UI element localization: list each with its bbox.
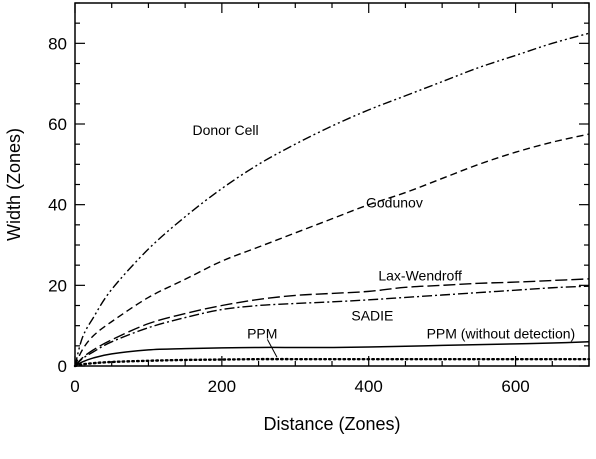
series-annotation: Godunov [366,195,423,211]
series-annotation: Lax-Wendroff [378,267,462,283]
y-tick-label: 40 [48,196,67,215]
y-tick-label: 80 [48,34,67,53]
series-line-ppm [74,341,590,367]
y-tick-label: 20 [48,276,67,295]
series-annotation: PPM (without detection) [427,326,576,342]
series-group [73,32,591,368]
series-annotation: Donor Cell [192,122,258,138]
y-tick-labels: 0 20 40 60 80 [48,34,67,376]
series-line-ppm-without-detection [73,357,591,368]
x-tick-label: 600 [501,377,529,396]
series-line-donor-cell [74,32,590,367]
plot-frame [74,2,590,367]
x-tick-label: 400 [355,377,383,396]
series-labels: Donor Cell Godunov Lax-Wendroff SADIE PPM PPM… [192,122,576,358]
y-tick-label: 60 [48,115,67,134]
x-tick-label: 0 [70,377,79,396]
series-line-godunov [74,133,590,367]
x-tick-label: 200 [208,377,236,396]
ppm-leader-line [266,339,278,358]
y-axis-label: Width (Zones) [4,128,24,241]
x-tick-labels: 0 200 400 600 [70,377,529,396]
axis-ticks [74,2,590,367]
series-line-lax-wendroff [74,278,590,367]
y-tick-label: 0 [58,357,67,376]
series-line-sadie [74,285,590,367]
x-axis-label: Distance (Zones) [263,414,400,434]
series-annotation: PPM [247,326,277,342]
series-annotation: SADIE [351,308,393,324]
